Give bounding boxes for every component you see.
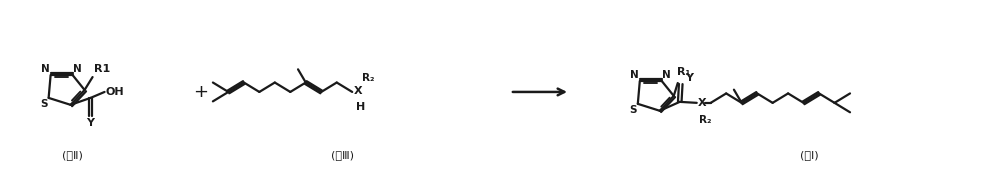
Text: S: S: [629, 105, 637, 115]
Text: +: +: [193, 83, 208, 101]
Text: (式Ⅲ): (式Ⅲ): [331, 150, 354, 160]
Text: N: N: [41, 64, 50, 74]
Text: N: N: [630, 70, 639, 80]
Text: X: X: [698, 98, 706, 108]
Text: N: N: [73, 64, 82, 74]
Text: Y: Y: [87, 118, 95, 128]
Text: R₁: R₁: [677, 67, 690, 77]
Text: OH: OH: [106, 87, 124, 97]
Text: Y: Y: [685, 73, 693, 83]
Text: H: H: [356, 102, 365, 112]
Text: R₂: R₂: [362, 73, 375, 83]
Text: (式Ⅱ): (式Ⅱ): [62, 150, 83, 160]
Text: X: X: [354, 86, 363, 96]
Text: (式Ⅰ): (式Ⅰ): [800, 150, 819, 160]
Text: R₂: R₂: [699, 115, 711, 125]
Text: R1: R1: [94, 64, 110, 74]
Text: N: N: [662, 70, 671, 80]
Text: S: S: [40, 99, 48, 109]
